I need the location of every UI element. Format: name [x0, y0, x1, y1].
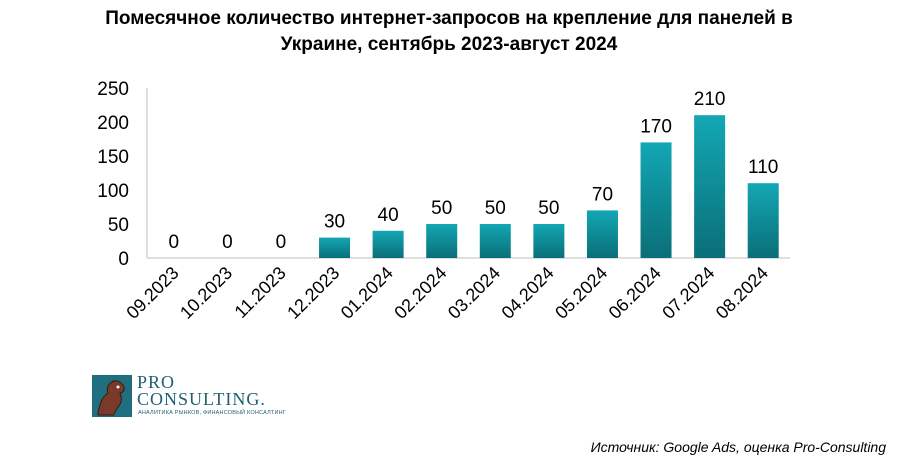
x-tick-label: 11.2023 [231, 263, 290, 322]
y-tick-label: 250 [97, 79, 129, 100]
y-tick-label: 200 [97, 113, 129, 134]
x-tick-label: 05.2024 [551, 263, 611, 323]
chart-data-labels: 0 0 0 30 40 50 50 50 70 170 210 110 [169, 89, 779, 253]
bar [372, 230, 404, 258]
data-label: 70 [592, 184, 613, 205]
chart-y-tick-labels: 0 50 100 150 200 250 [97, 79, 129, 270]
data-label: 50 [538, 198, 559, 219]
logo-text-consulting: CONSULTING. [137, 389, 266, 409]
x-tick-label: 12.2023 [283, 263, 343, 323]
data-label: 170 [640, 116, 672, 137]
x-tick-label: 06.2024 [605, 263, 665, 323]
bar [426, 224, 458, 258]
data-label: 0 [222, 232, 233, 253]
y-tick-label: 50 [108, 215, 129, 236]
bar [479, 224, 511, 258]
data-label: 40 [378, 205, 399, 226]
data-label: 30 [324, 212, 345, 233]
x-tick-label: 09.2023 [122, 263, 182, 323]
data-label: 50 [431, 198, 452, 219]
chart-axes [146, 88, 790, 259]
x-tick-label: 08.2024 [712, 263, 772, 323]
bar [319, 237, 351, 258]
y-tick-label: 0 [118, 249, 129, 270]
data-label: 0 [169, 232, 180, 253]
bar [586, 210, 618, 258]
x-tick-label: 10.2023 [176, 263, 236, 323]
x-tick-label: 07.2024 [658, 263, 718, 323]
logo-subtitle: АНАЛИТИКА РЫНКОВ, ФИНАНСОВЫЙ КОНСАЛТИНГ [138, 410, 286, 416]
chart-title: Помесячное количество интернет-запросов … [0, 6, 898, 58]
x-tick-label: 02.2024 [390, 263, 450, 323]
pro-consulting-logo: PRO CONSULTING. АНАЛИТИКА РЫНКОВ, ФИНАНС… [92, 372, 292, 419]
data-label: 50 [485, 198, 506, 219]
y-tick-label: 150 [97, 147, 129, 168]
logo-text-pro: PRO [137, 372, 176, 392]
chart-title-line2: Украине, сентябрь 2023-август 2024 [280, 34, 618, 55]
bar [640, 142, 672, 258]
y-tick-label: 100 [97, 181, 129, 202]
chart-title-line1: Помесячное количество интернет-запросов … [105, 8, 793, 29]
x-tick-label: 01.2024 [337, 263, 397, 323]
data-label: 110 [748, 157, 778, 178]
bar [747, 183, 779, 258]
bar [694, 115, 726, 258]
horse-logo-icon [92, 375, 132, 417]
x-tick-label: 04.2024 [498, 263, 558, 323]
chart-x-tick-labels: 09.202310.202311.202312.202301.202402.20… [122, 263, 772, 323]
data-label: 210 [694, 89, 726, 110]
x-tick-label: 03.2024 [444, 263, 504, 323]
chart-bars [319, 115, 779, 258]
data-label: 0 [276, 232, 287, 253]
source-note: Источник: Google Ads, оценка Pro-Consult… [590, 439, 886, 455]
bar [533, 224, 565, 258]
